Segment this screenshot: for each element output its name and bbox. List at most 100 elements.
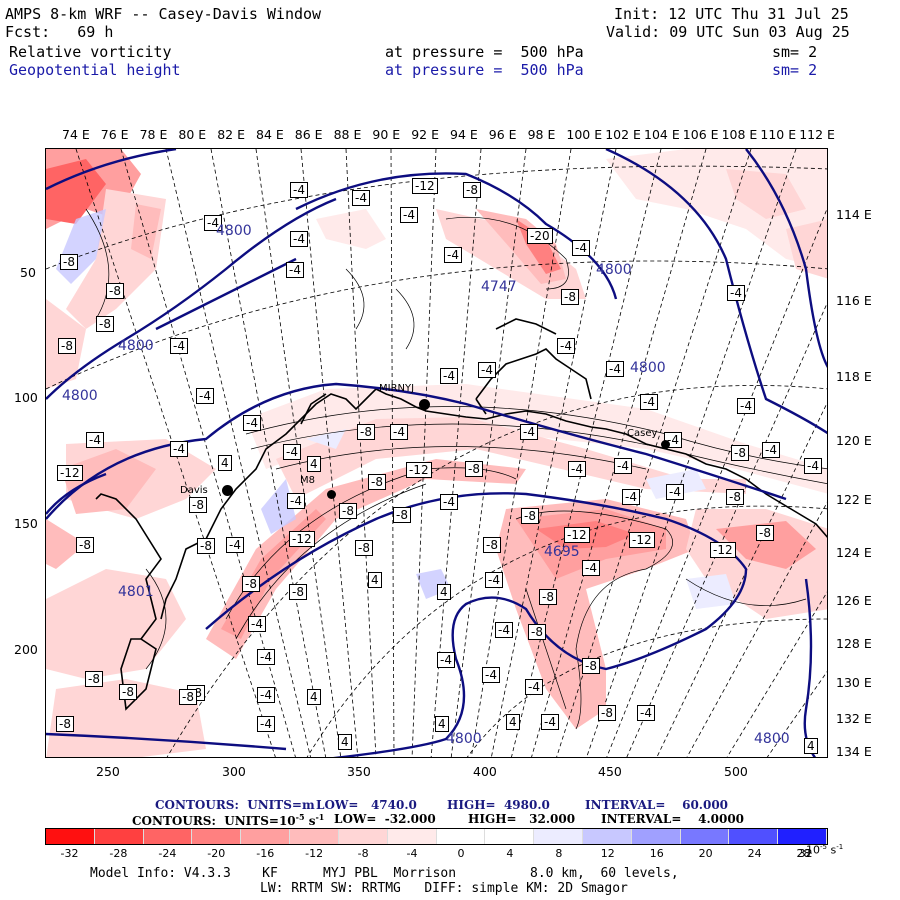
vorticity-contour-label: -4	[437, 652, 455, 668]
top-lon-tick: 82 E	[217, 127, 245, 142]
chart-title: AMPS 8-km WRF -- Casey-Davis Window	[5, 5, 322, 23]
right-lon-tick: 122 E	[836, 492, 872, 507]
colorbar-swatch	[582, 829, 632, 844]
mirnyj-station-label: MIRNYJ	[379, 383, 415, 394]
right-lon-tick: 126 E	[836, 593, 872, 608]
vorticity-contour-label: -4	[444, 247, 462, 263]
vorticity-contour-label: 4	[368, 572, 382, 588]
height-contour-label: 4747	[481, 279, 517, 295]
field1-name: Relative vorticity	[9, 43, 172, 61]
vorticity-contour-label: -4	[485, 572, 503, 588]
bottom-x-tick: 350	[347, 764, 371, 779]
colorbar-swatch	[729, 829, 779, 844]
vorticity-contour-label: -8	[189, 497, 207, 513]
vorticity-contour-label: -4	[804, 458, 822, 474]
colorbar-swatch	[534, 829, 583, 844]
vorticity-contour-label: -8	[393, 507, 411, 523]
colorbar-swatch	[290, 829, 339, 844]
vorticity-contour-label: -8	[179, 689, 197, 705]
vorticity-contour-label: -4	[737, 398, 755, 414]
vorticity-contour-label: -4	[440, 368, 458, 384]
height-contour-low: LOW= 4740.0	[316, 798, 417, 812]
colorbar-tick-label: -16	[256, 847, 275, 860]
vorticity-contour-label: -8	[463, 182, 481, 198]
vorticity-contour-label: -8	[465, 461, 483, 477]
colorbar-tick-label: -28	[109, 847, 128, 860]
height-contour-label: 4800	[596, 262, 632, 278]
vorticity-contour-label: -4	[495, 622, 513, 638]
vorticity-contour-label: -4	[257, 687, 275, 703]
colorbar-tick-label: 24	[747, 847, 762, 860]
coastline	[95, 318, 827, 711]
vorticity-contour-label: -12	[57, 465, 83, 481]
vorticity-contour-label: -8	[539, 589, 557, 605]
graticule	[46, 149, 827, 757]
top-lon-tick: 106 E	[682, 127, 719, 142]
vorticity-contour-label: -8	[56, 716, 74, 732]
valid-time: Valid: 09 UTC Sun 03 Aug 25	[606, 23, 850, 41]
colorbar-tick-label: -12	[305, 847, 324, 860]
vorticity-contour-label: 4	[307, 689, 321, 705]
vorticity-contour-label: 4	[218, 455, 232, 471]
bottom-x-tick: 300	[222, 764, 246, 779]
vorticity-contour-label: -12	[629, 532, 655, 548]
vorticity-contour-label: -4	[568, 461, 586, 477]
bottom-x-tick: 450	[598, 764, 622, 779]
vorticity-contour-label: -8	[726, 489, 744, 505]
vorticity-shading	[46, 149, 827, 757]
colorbar-swatch	[631, 829, 681, 844]
colorbar-tick-label: 32	[798, 847, 813, 860]
bottom-x-tick: 250	[96, 764, 120, 779]
vorticity-contour-label: -8	[582, 658, 600, 674]
vorticity-contour-label: -4	[637, 705, 655, 721]
vorticity-contour-label: -8	[528, 624, 546, 640]
vorticity-contour-label: -4	[287, 493, 305, 509]
right-lon-tick: 118 E	[836, 369, 872, 384]
vorticity-contour-label: -8	[60, 254, 78, 270]
vorticity-contour-label: -8	[598, 705, 616, 721]
casey-station-marker	[661, 440, 670, 449]
top-lon-tick: 88 E	[333, 127, 362, 142]
vorticity-contour-label: -8	[76, 537, 94, 553]
vorticity-contour-units: CONTOURS: UNITS=10-5 s-1	[132, 812, 325, 828]
vorticity-contour-label: -4	[290, 182, 308, 198]
vorticity-contour-label: -4	[283, 444, 301, 460]
vorticity-contour-label: -4	[541, 714, 559, 730]
vorticity-contour-label: -4	[582, 560, 600, 576]
vorticity-contour-label: -4	[727, 285, 745, 301]
colorbar-swatch	[46, 829, 95, 844]
vorticity-contour-label: -4	[257, 649, 275, 665]
vorticity-contour-label: -4	[400, 207, 418, 223]
colorbar-tick-label: -32	[60, 847, 79, 860]
vorticity-contour-label: -4	[666, 484, 684, 500]
top-lon-tick: 112 E	[799, 127, 835, 142]
colorbar-tick-label: 16	[649, 847, 664, 860]
right-lon-tick: 128 E	[836, 636, 872, 651]
vorticity-contour-label: -8	[521, 508, 539, 524]
height-contour-label: 4800	[62, 388, 98, 404]
vorticity-contour-label: 4	[435, 716, 449, 732]
bottom-x-tick: 500	[724, 764, 748, 779]
field2-name: Geopotential height	[9, 61, 181, 79]
vorticity-contour-label: -12	[710, 542, 736, 558]
footer-model-info: Model Info: V4.3.3 KF	[90, 866, 278, 881]
top-lon-tick: 100 E	[566, 127, 603, 142]
vorticity-contour-label: -4	[248, 616, 266, 632]
vorticity-contour-label: -8	[357, 424, 375, 440]
vorticity-contour-label: -4	[243, 415, 261, 431]
map-canvas	[46, 149, 827, 757]
colorbar-tick-label: 20	[698, 847, 713, 860]
vorticity-contour-label: -4	[525, 679, 543, 695]
top-lon-tick: 86 E	[294, 127, 323, 142]
vorticity-contour-label: 4	[307, 456, 321, 472]
top-lon-tick: 96 E	[488, 127, 517, 142]
vorticity-contour-label: -4	[557, 338, 575, 354]
forecast-hour: Fcst: 69 h	[5, 23, 114, 41]
mirnyj-station-marker	[419, 399, 430, 410]
right-lon-tick: 132 E	[836, 711, 872, 726]
vorticity-contour-label: -8	[561, 289, 579, 305]
height-contour-label: 4695	[544, 544, 580, 560]
vorticity-contour-label: -8	[483, 537, 501, 553]
top-lon-tick: 84 E	[256, 127, 284, 142]
top-lon-tick: 108 E	[721, 127, 758, 142]
